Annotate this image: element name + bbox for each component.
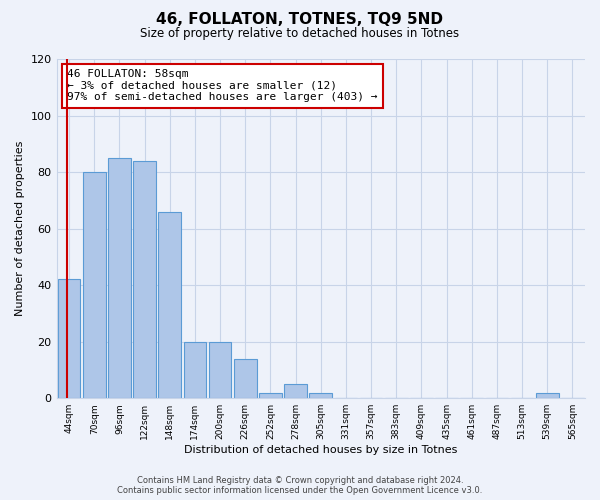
Text: Contains HM Land Registry data © Crown copyright and database right 2024.
Contai: Contains HM Land Registry data © Crown c… xyxy=(118,476,482,495)
Bar xyxy=(234,358,257,398)
Bar xyxy=(184,342,206,398)
Text: Size of property relative to detached houses in Totnes: Size of property relative to detached ho… xyxy=(140,28,460,40)
Bar xyxy=(536,392,559,398)
Text: 46 FOLLATON: 58sqm
← 3% of detached houses are smaller (12)
97% of semi-detached: 46 FOLLATON: 58sqm ← 3% of detached hous… xyxy=(67,69,377,102)
Bar xyxy=(209,342,232,398)
Y-axis label: Number of detached properties: Number of detached properties xyxy=(15,141,25,316)
Bar xyxy=(133,161,156,398)
Text: 46, FOLLATON, TOTNES, TQ9 5ND: 46, FOLLATON, TOTNES, TQ9 5ND xyxy=(157,12,443,28)
Bar xyxy=(259,392,282,398)
Bar xyxy=(284,384,307,398)
Bar xyxy=(58,280,80,398)
Bar xyxy=(108,158,131,398)
X-axis label: Distribution of detached houses by size in Totnes: Distribution of detached houses by size … xyxy=(184,445,457,455)
Bar xyxy=(310,392,332,398)
Bar xyxy=(158,212,181,398)
Bar xyxy=(83,172,106,398)
